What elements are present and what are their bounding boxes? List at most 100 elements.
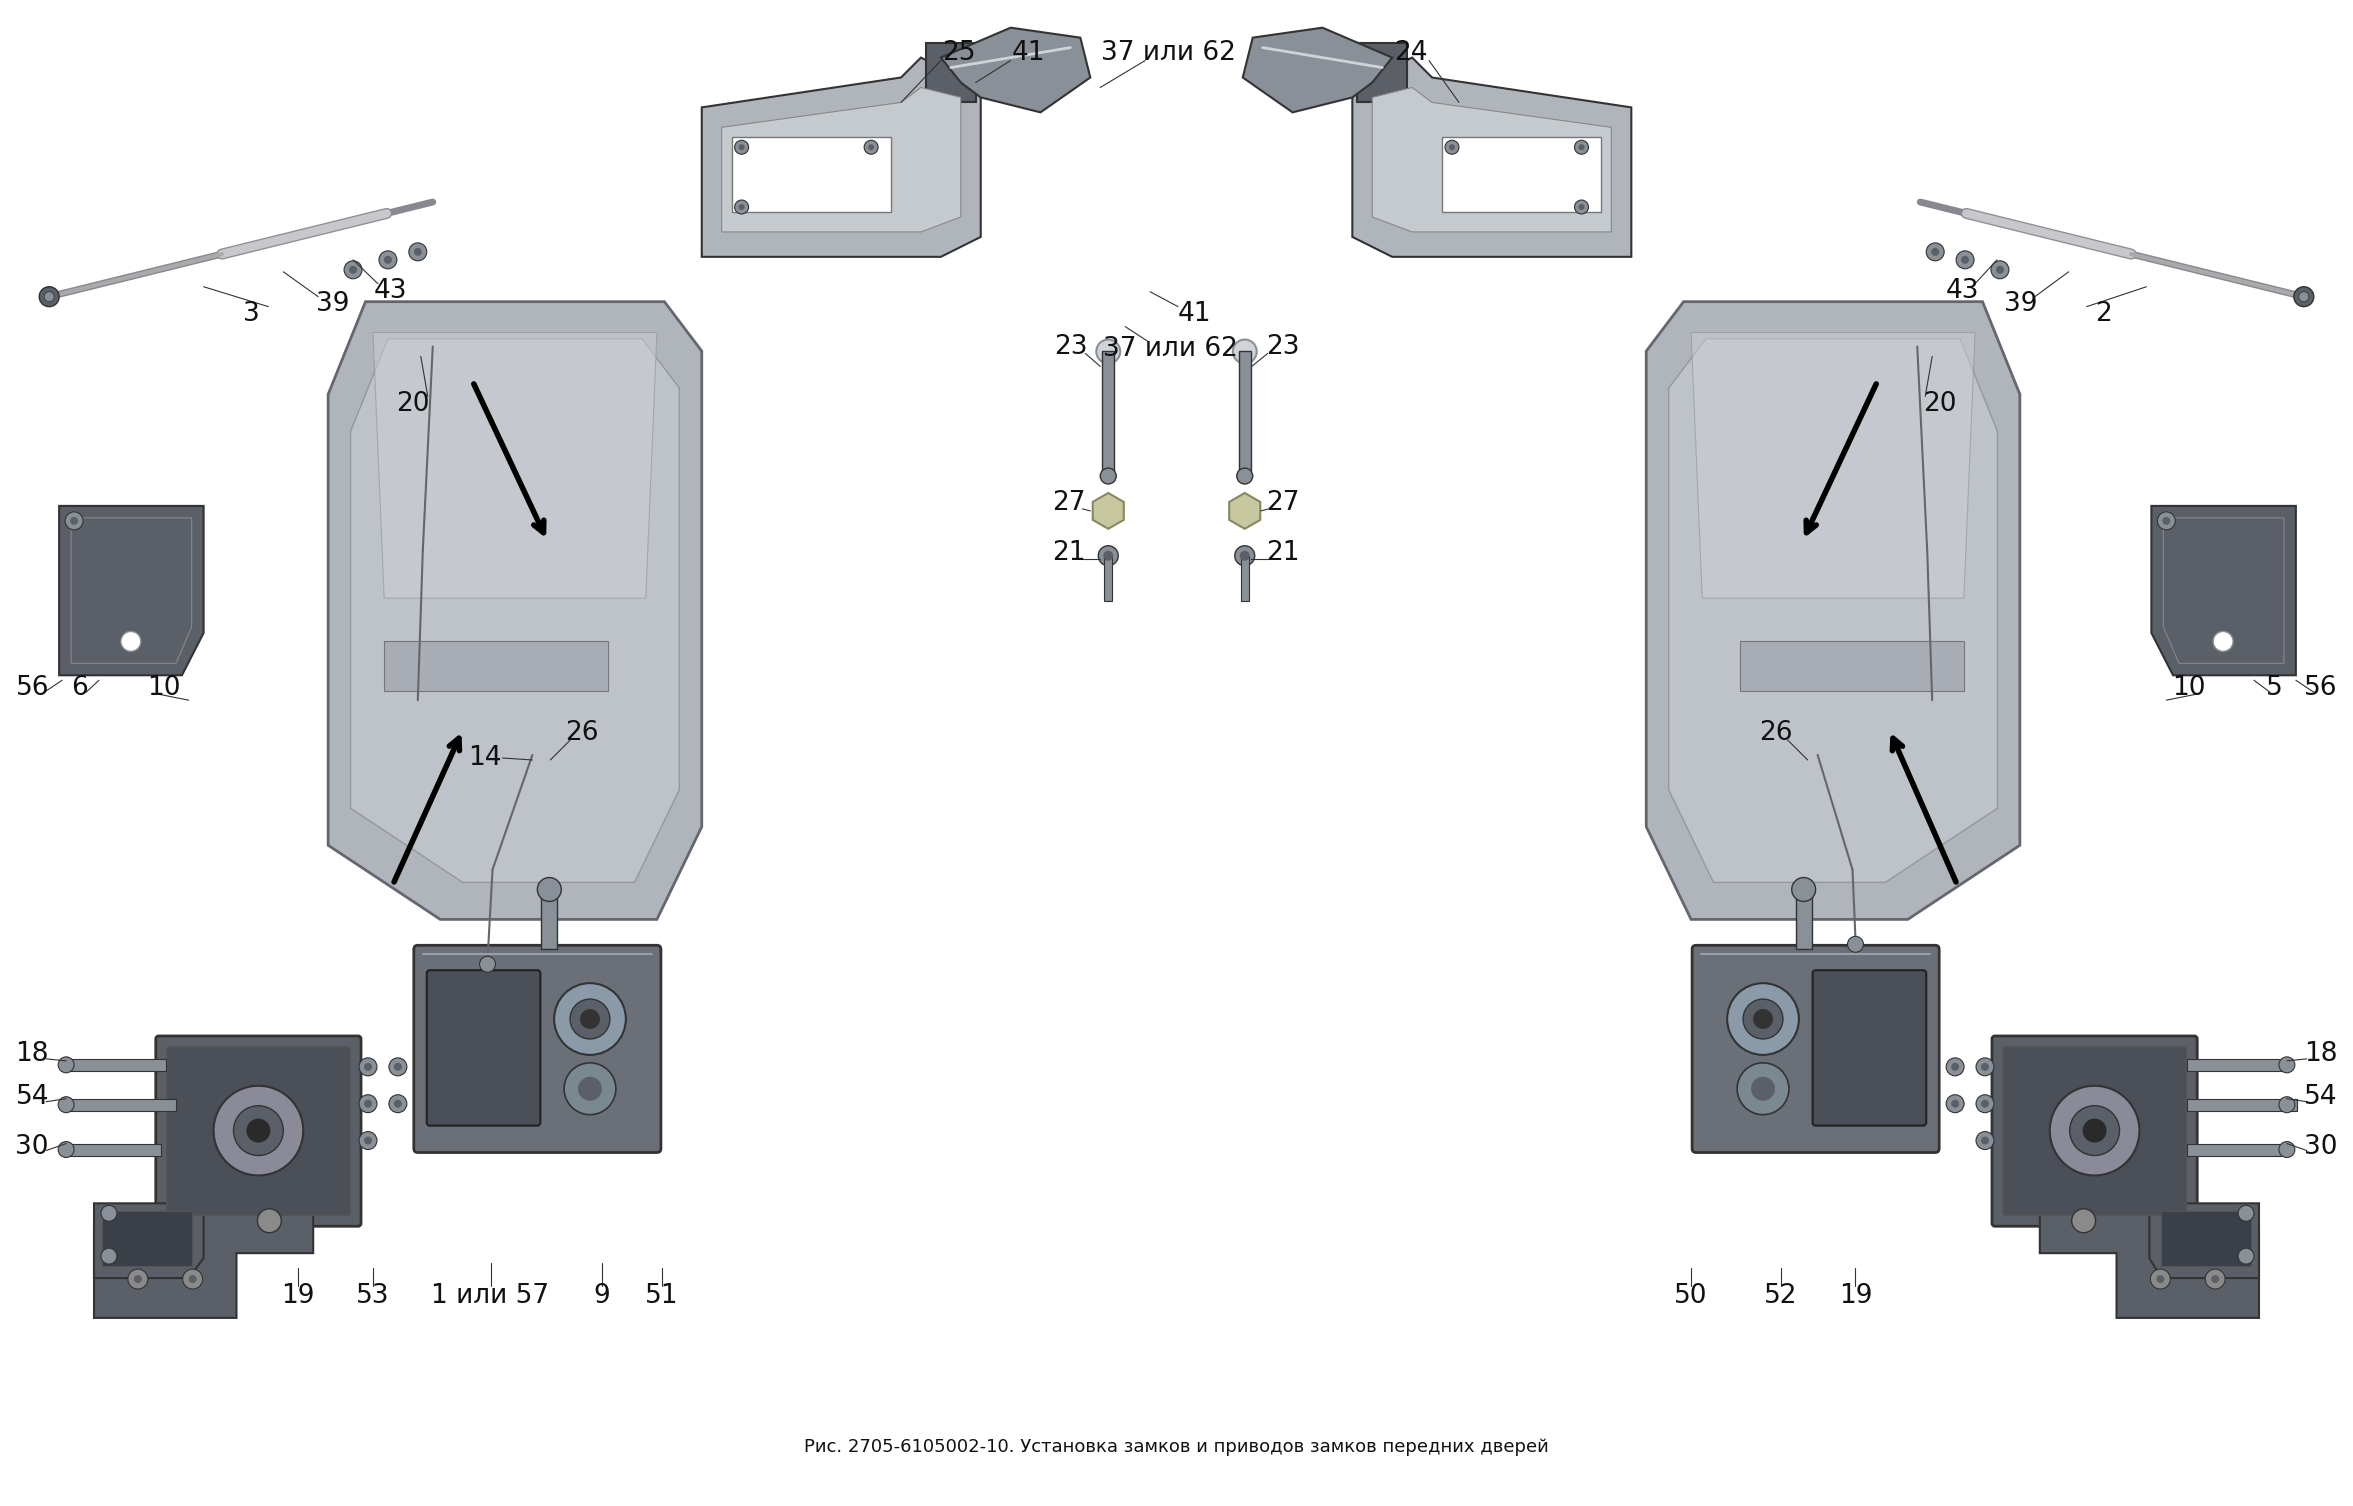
Bar [541,890,558,949]
Bar [66,1143,160,1155]
Bar [1358,42,1407,102]
Circle shape [1579,203,1584,209]
Circle shape [2294,286,2313,307]
Circle shape [1235,545,1254,566]
FancyBboxPatch shape [414,946,661,1152]
Circle shape [188,1276,198,1283]
Bar [384,642,609,691]
Circle shape [579,1009,600,1029]
Circle shape [59,1057,73,1072]
Circle shape [1927,242,1944,261]
Text: 10: 10 [2172,675,2207,702]
Text: 19: 19 [1838,1283,1873,1309]
Circle shape [2071,1209,2097,1233]
Circle shape [1995,265,2005,274]
Circle shape [1737,1063,1788,1114]
Circle shape [360,1057,376,1075]
Circle shape [1753,1009,1774,1029]
Circle shape [2049,1086,2139,1176]
Polygon shape [71,518,191,663]
Bar [2188,1143,2282,1155]
Circle shape [1238,468,1252,483]
Text: 23: 23 [1266,333,1299,360]
Bar [1442,137,1602,212]
FancyBboxPatch shape [167,1047,351,1215]
Text: 26: 26 [565,720,600,745]
Text: 20: 20 [395,392,431,417]
Text: Рис. 2705-6105002-10. Установка замков и приводов замков передних дверей: Рис. 2705-6105002-10. Установка замков и… [805,1438,1548,1456]
Bar [1238,351,1252,471]
Text: 2: 2 [2094,301,2113,327]
Circle shape [384,256,393,264]
Bar [1240,556,1249,601]
Circle shape [59,1096,73,1113]
Text: 19: 19 [282,1283,315,1309]
Circle shape [2238,1248,2254,1264]
Bar [66,1059,165,1071]
Bar [2188,1059,2287,1071]
Circle shape [1977,1057,1993,1075]
Circle shape [1101,468,1115,483]
Polygon shape [59,506,205,675]
Polygon shape [1372,87,1612,232]
Circle shape [1233,339,1257,363]
Circle shape [734,200,748,214]
Text: 53: 53 [355,1283,391,1309]
Text: 37 или 62: 37 или 62 [1104,336,1238,363]
Circle shape [393,1063,402,1071]
Circle shape [2162,517,2169,526]
Polygon shape [1353,57,1631,258]
Circle shape [1932,248,1939,256]
FancyBboxPatch shape [155,1036,360,1226]
Polygon shape [327,301,701,919]
Text: 21: 21 [1052,539,1085,566]
Bar [101,1211,191,1267]
Circle shape [536,878,562,902]
Circle shape [134,1276,141,1283]
Polygon shape [1228,492,1261,529]
Polygon shape [1647,301,2019,919]
Circle shape [1981,1099,1988,1108]
FancyBboxPatch shape [1993,1036,2198,1226]
Text: 27: 27 [1266,489,1299,517]
Text: 56: 56 [16,675,49,702]
Polygon shape [941,27,1089,113]
Bar [1795,890,1812,949]
Circle shape [2280,1057,2294,1072]
Circle shape [127,1270,148,1289]
Circle shape [1991,261,2009,279]
Text: 51: 51 [645,1283,678,1309]
Circle shape [1445,140,1459,154]
Circle shape [2238,1205,2254,1221]
Bar [2188,1099,2297,1111]
Circle shape [365,1063,372,1071]
Circle shape [1744,998,1784,1039]
Polygon shape [374,333,656,598]
Circle shape [2280,1142,2294,1158]
Circle shape [739,145,744,151]
Text: 25: 25 [941,39,976,66]
Circle shape [2205,1270,2226,1289]
Circle shape [1099,545,1118,566]
Text: 3: 3 [242,301,259,327]
Circle shape [1981,1063,1988,1071]
Circle shape [480,956,496,973]
Circle shape [360,1095,376,1113]
Text: 10: 10 [146,675,181,702]
Bar [1739,642,1965,691]
Polygon shape [1692,333,1974,598]
Circle shape [1847,937,1864,952]
Circle shape [1574,200,1588,214]
Circle shape [1449,145,1454,151]
Text: 50: 50 [1675,1283,1708,1309]
Circle shape [1240,551,1249,560]
Polygon shape [2162,518,2285,663]
Circle shape [184,1270,202,1289]
Circle shape [2071,1105,2120,1155]
Circle shape [233,1105,282,1155]
Circle shape [1574,140,1588,154]
FancyBboxPatch shape [1692,946,1939,1152]
Polygon shape [1092,492,1125,529]
Text: 56: 56 [2304,675,2337,702]
Circle shape [365,1137,372,1145]
